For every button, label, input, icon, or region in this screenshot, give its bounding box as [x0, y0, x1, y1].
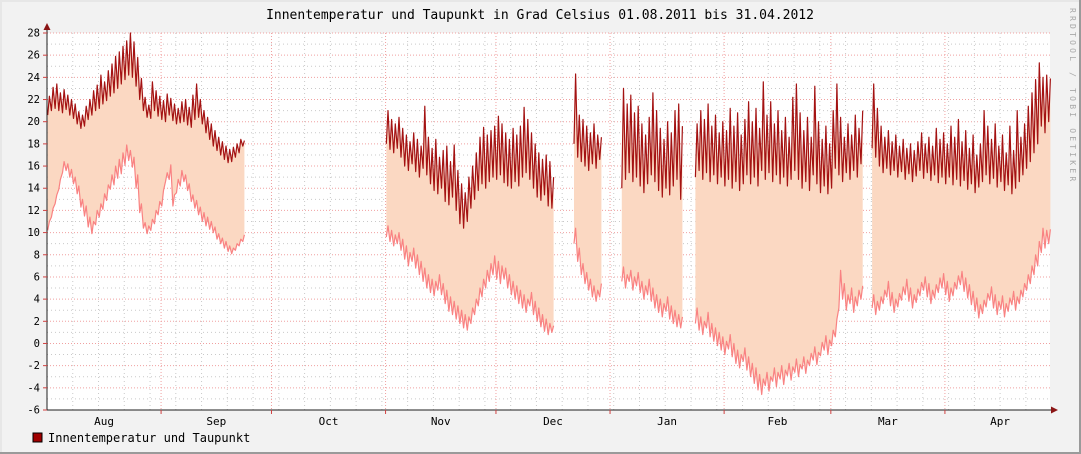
segment-dewpoint	[871, 227, 1051, 319]
segment-dewpoint	[385, 225, 555, 336]
x-axis-label: Dec	[543, 415, 563, 428]
legend-label: Innentemperatur und Taupunkt	[48, 431, 250, 445]
y-axis-label: 6	[34, 271, 40, 283]
legend-swatch	[32, 432, 43, 443]
segment-temperature	[47, 32, 245, 164]
y-axis-label: 2	[34, 316, 40, 328]
segment-temperature	[385, 105, 555, 229]
x-axis-labels: Aug Sep Oct Nov Dec Jan Feb Mar Apr	[94, 415, 1010, 428]
x-axis-label: Jan	[657, 415, 677, 428]
y-axis-label: 0	[34, 338, 40, 350]
y-axis-label: 18	[27, 138, 40, 150]
y-axis-label: 8	[34, 249, 40, 261]
segment-dewpoint	[621, 266, 683, 329]
segment-area	[47, 33, 245, 254]
x-axis-label: Oct	[319, 415, 339, 428]
segment-temperature	[621, 87, 683, 200]
data-series	[47, 32, 1051, 396]
y-axis-label: -6	[27, 405, 40, 417]
x-axis-label: Apr	[990, 415, 1010, 428]
segment-dewpoint	[47, 144, 245, 255]
fill-between-area	[47, 33, 1051, 395]
x-axis-label: Feb	[768, 415, 788, 428]
watermark: RRDTOOL / TOBI OETIKER	[1068, 8, 1077, 184]
segment-area	[574, 74, 602, 302]
x-axis-label: Sep	[206, 415, 226, 428]
y-axis-label: 16	[27, 161, 40, 173]
x-axis-label: Mar	[878, 415, 898, 428]
y-axis-label: 4	[34, 294, 40, 306]
y-axis-label: 14	[27, 183, 40, 195]
x-axis-label: Aug	[94, 415, 114, 428]
y-axis-label: 28	[27, 28, 40, 40]
y-axis-label: -2	[27, 360, 40, 372]
dewpoint-line	[47, 144, 1051, 396]
y-axis-label: 26	[27, 50, 40, 62]
axes	[43, 23, 1058, 414]
segment-area	[386, 106, 554, 335]
segment-area	[872, 62, 1051, 319]
segment-temperature	[871, 62, 1051, 195]
segment-area	[695, 81, 863, 395]
segment-temperature	[573, 73, 602, 172]
x-axis-arrow	[1051, 406, 1058, 414]
y-axis-label: -4	[27, 382, 40, 394]
segment-temperature	[694, 81, 864, 195]
y-axis-label: 22	[27, 94, 40, 106]
y-axis-label: 24	[27, 72, 40, 84]
x-axis-label: Nov	[431, 415, 451, 428]
y-axis-arrow	[43, 23, 51, 30]
y-axis-label: 10	[27, 227, 40, 239]
temperature-line	[47, 32, 1051, 229]
graph-title: Innentemperatur und Taupunkt in Grad Cel…	[266, 8, 814, 23]
segment-dewpoint	[573, 227, 602, 302]
y-axis-label: 20	[27, 116, 40, 128]
y-axis-label: 12	[27, 205, 40, 217]
segment-dewpoint	[694, 269, 864, 396]
